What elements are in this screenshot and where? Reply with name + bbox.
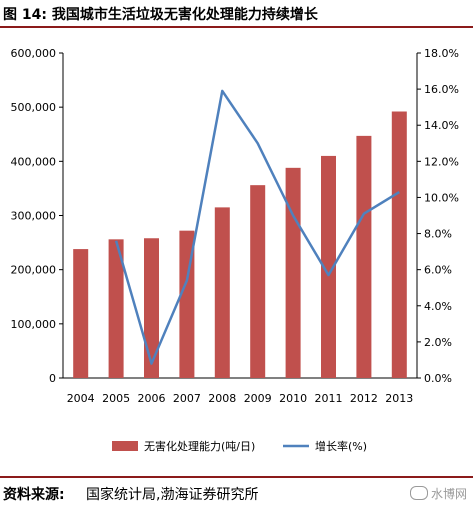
x-tick-label: 2011 [315, 392, 343, 405]
right-tick-label: 6.0% [424, 264, 452, 277]
x-tick-label: 2009 [244, 392, 272, 405]
x-tick-label: 2007 [173, 392, 201, 405]
x-tick-label: 2008 [208, 392, 236, 405]
watermark: 水博网 [409, 485, 467, 502]
figure-title: 图 14: 我国城市生活垃圾无害化处理能力持续增长 [3, 7, 318, 23]
right-tick-label: 8.0% [424, 228, 452, 241]
growth-rate-line [114, 89, 400, 365]
source-bar: 资料来源: 国家统计局,渤海证券研究所 水博网 [0, 476, 473, 507]
source-text: 国家统计局,渤海证券研究所 [86, 487, 259, 503]
x-tick-label: 2012 [350, 392, 378, 405]
watermark-text: 水博网 [430, 487, 467, 501]
right-tick-label: 16.0% [424, 83, 459, 96]
right-tick-label: 4.0% [424, 300, 452, 313]
bar [356, 135, 372, 378]
bar [391, 111, 407, 378]
left-tick-label: 0 [49, 372, 56, 385]
right-tick-label: 0.0% [424, 372, 452, 385]
bar [108, 239, 124, 378]
source-label: 资料来源: [3, 487, 65, 503]
x-tick-label: 2005 [102, 392, 130, 405]
left-tick-label: 200,000 [11, 264, 57, 277]
bar [214, 207, 230, 378]
x-tick-label: 2004 [67, 392, 95, 405]
wechat-icon [409, 486, 428, 500]
right-tick-label: 10.0% [424, 191, 459, 204]
left-tick-label: 100,000 [11, 318, 57, 331]
legend-swatch-bar [112, 441, 138, 451]
figure-title-bar: 图 14: 我国城市生活垃圾无害化处理能力持续增长 [0, 0, 473, 28]
right-tick-label: 12.0% [424, 155, 459, 168]
legend-label-line: 增长率(%) [315, 439, 367, 453]
bar [179, 230, 195, 378]
right-tick-label: 2.0% [424, 336, 452, 349]
legend-label-bar: 无害化处理能力(吨/日) [144, 439, 255, 453]
bar [144, 238, 159, 378]
left-tick-label: 600,000 [11, 47, 57, 60]
x-tick-label: 2006 [138, 392, 166, 405]
left-tick-label: 500,000 [11, 101, 57, 114]
bar [73, 249, 89, 378]
left-tick-label: 300,000 [11, 210, 57, 223]
left-tick-label: 400,000 [11, 155, 57, 168]
chart: 0 100,000 200,000 300,000 400,000 500,000 600,… [11, 47, 459, 453]
bar [285, 167, 301, 378]
bar [250, 185, 266, 378]
bar [321, 155, 336, 378]
x-tick-label: 2010 [279, 392, 307, 405]
right-tick-label: 18.0% [424, 47, 459, 60]
right-tick-label: 14.0% [424, 119, 459, 132]
x-tick-label: 2013 [385, 392, 413, 405]
